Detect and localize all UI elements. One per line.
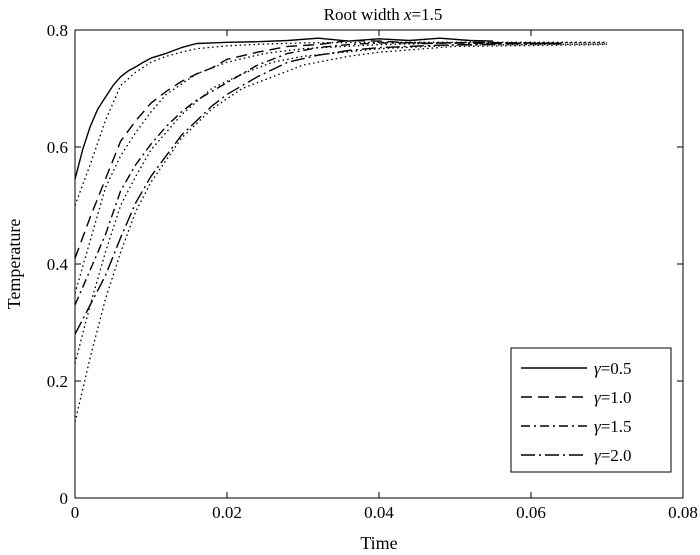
legend-entry-value: =1.0 (601, 388, 632, 407)
y-tick-label: 0.8 (47, 21, 68, 40)
series-line-6-dotted (74, 43, 608, 364)
y-tick-label: 0.6 (47, 138, 68, 157)
series-line-2-dotted (74, 41, 607, 206)
chart-title-suffix: =1.5 (412, 5, 443, 24)
y-axis-ticks: 0 0.2 0.4 0.6 0.8 (47, 21, 683, 508)
series-line-8-dotted (74, 43, 608, 423)
x-axis-ticks: 0 0.02 0.04 0.06 0.08 (71, 30, 698, 522)
legend-entry-variable: γ (594, 446, 602, 465)
legend-entry-label: γ=1.0 (594, 388, 632, 407)
legend-box (510, 347, 672, 473)
legend-entry-value: =0.5 (601, 359, 632, 378)
series-line-4-dotted (74, 42, 607, 294)
y-tick-label: 0 (60, 489, 69, 508)
chart-title-prefix: Root width (324, 5, 404, 24)
y-tick-label: 0.2 (47, 372, 68, 391)
series-line-1-solid (74, 37, 494, 180)
legend-entry-label: γ=0.5 (594, 359, 632, 378)
y-axis-label: Temperature (4, 219, 24, 310)
legend-entry-label: γ=1.5 (594, 417, 632, 436)
series-line-5-dashdot (74, 42, 562, 306)
x-tick-label: 0.02 (212, 503, 242, 522)
legend-entry-label: γ=2.0 (594, 446, 632, 465)
legend: γ=0.5γ=1.0γ=1.5γ=2.0 (510, 347, 672, 473)
legend-entry-variable: γ (594, 388, 602, 407)
chart-title: Root width x=1.5 (324, 5, 443, 24)
series-line-7-longdashdot (74, 42, 562, 335)
x-axis-label: Time (360, 533, 397, 553)
series-group (74, 37, 608, 423)
x-tick-label: 0 (71, 503, 80, 522)
x-tick-label: 0.04 (364, 503, 394, 522)
legend-entry-value: =2.0 (601, 446, 632, 465)
legend-entry-variable: γ (594, 359, 602, 378)
legend-entry-variable: γ (594, 417, 602, 436)
chart-title-variable: x (403, 5, 412, 24)
legend-entry-value: =1.5 (601, 417, 632, 436)
y-tick-label: 0.4 (47, 255, 69, 274)
x-tick-label: 0.06 (516, 503, 546, 522)
x-tick-label: 0.08 (668, 503, 698, 522)
series-line-3-dashed (74, 39, 562, 259)
